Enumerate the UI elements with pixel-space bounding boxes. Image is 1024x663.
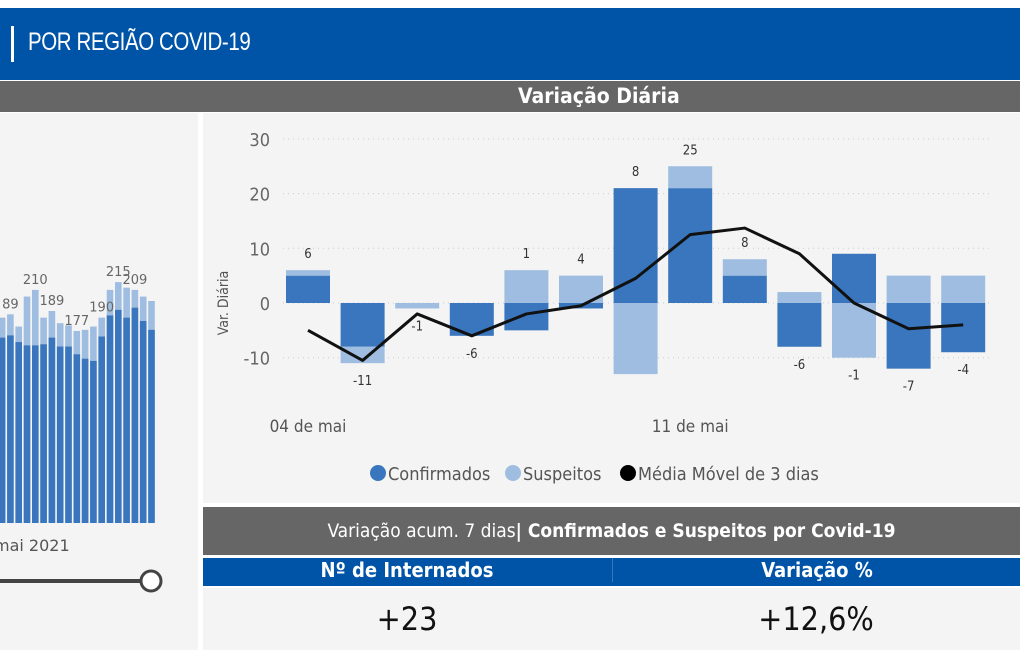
left-bar-confirmados <box>98 336 105 523</box>
bar-confirmados <box>722 275 767 303</box>
data-label: -1 <box>411 319 423 334</box>
bar-confirmados <box>832 253 876 303</box>
bar-suspeitos <box>886 275 931 303</box>
bar-suspeitos <box>668 166 713 189</box>
x-tick-label: 04 de mai <box>270 417 347 437</box>
bar-confirmados <box>340 303 385 347</box>
legend-marker-icon[interactable] <box>505 465 521 481</box>
left-bar-confirmados <box>56 346 64 523</box>
left-data-label: 210 <box>23 273 48 288</box>
y-tick-label: 20 <box>249 185 270 206</box>
summary-title-prefix: Variação acum. 7 dias <box>327 520 516 542</box>
section-header: Variação Diária <box>0 81 1020 112</box>
summary-values: +23 +12,6% <box>203 588 1020 650</box>
data-label: 6 <box>304 247 311 262</box>
left-data-label: 209 <box>122 273 147 288</box>
bar-confirmados <box>504 303 549 331</box>
bar-suspeitos <box>613 303 658 375</box>
left-bar-confirmados <box>106 315 114 523</box>
bar-suspeitos <box>395 303 440 309</box>
data-label: 8 <box>741 236 748 251</box>
left-bar-confirmados <box>81 358 89 523</box>
left-bar-confirmados <box>15 342 22 523</box>
bar-confirmados <box>777 303 822 347</box>
left-bar-confirmados <box>90 360 97 523</box>
y-tick-label: 0 <box>260 294 270 315</box>
left-data-label: 215 <box>106 265 131 280</box>
legend-marker-icon[interactable] <box>620 465 636 481</box>
page-title: POR REGIÃO COVID-19 <box>28 28 251 56</box>
left-bar-confirmados <box>48 337 56 523</box>
value-internados: +23 <box>376 600 438 638</box>
y-tick-label: -10 <box>244 349 270 370</box>
left-bar-confirmados <box>73 354 81 523</box>
column-variacao: Variação % <box>612 558 1021 582</box>
daily-variation-panel <box>203 113 1020 503</box>
report-header: POR REGIÃO COVID-19 <box>0 8 1020 80</box>
summary-columns: Nº de Internados Variação % <box>203 558 1020 586</box>
data-label: -6 <box>794 358 806 373</box>
data-label: -6 <box>466 347 478 362</box>
section-title: Variação Diária <box>518 84 680 108</box>
left-bar-confirmados <box>40 344 47 523</box>
legend-item: Confirmados <box>388 464 490 485</box>
legend-marker-icon[interactable] <box>370 465 386 481</box>
bar-suspeitos <box>504 270 549 303</box>
legend-item: Suspeitos <box>523 464 601 485</box>
left-bar-confirmados <box>148 329 155 523</box>
bar-suspeitos <box>941 275 986 303</box>
left-bar-confirmados <box>7 335 14 523</box>
summary-header: Variação acum. 7 dias| Confirmados e Sus… <box>203 507 1020 555</box>
bar-suspeitos <box>777 292 822 303</box>
left-bar-confirmados <box>131 307 139 523</box>
y-axis-label: Var. Diária <box>216 271 232 335</box>
bar-suspeitos <box>832 303 876 358</box>
moving-average-line <box>307 226 964 362</box>
legend-item: Média Móvel de 3 dias <box>638 464 819 485</box>
value-variacao: +12,6% <box>758 600 874 638</box>
data-label: -1 <box>848 369 860 384</box>
left-bar-confirmados <box>123 317 130 523</box>
y-tick-label: 30 <box>249 130 270 151</box>
left-data-label: 190 <box>89 301 114 316</box>
header-divider <box>11 26 14 62</box>
bar-confirmados <box>286 275 330 303</box>
data-label: 8 <box>632 165 639 180</box>
left-bar-confirmados <box>0 337 6 523</box>
left-data-label: 189 <box>39 294 64 309</box>
summary-title-bold: | Confirmados e Suspeitos por Covid-19 <box>515 520 896 542</box>
left-bar-confirmados <box>139 320 147 523</box>
data-label: -4 <box>957 363 969 378</box>
left-bar-confirmados <box>32 345 39 523</box>
data-label: -11 <box>353 374 372 389</box>
data-label: 1 <box>523 247 530 262</box>
data-label: 25 <box>683 143 698 158</box>
y-tick-label: 10 <box>249 239 270 260</box>
data-label: -7 <box>903 380 915 395</box>
left-data-label: 177 <box>64 314 89 329</box>
data-label: 4 <box>577 253 584 268</box>
bar-confirmados <box>886 303 931 369</box>
left-data-label: 89 <box>2 297 19 312</box>
left-bar-confirmados <box>65 346 72 523</box>
left-axis-label: mai 2021 <box>0 536 70 555</box>
bar-suspeitos <box>722 259 767 276</box>
x-tick-label: 11 de mai <box>652 417 729 437</box>
bar-confirmados <box>613 188 658 303</box>
bar-suspeitos <box>286 270 330 276</box>
column-internados: Nº de Internados <box>320 558 494 582</box>
slider-handle[interactable] <box>139 569 163 593</box>
left-bar-confirmados <box>115 309 122 523</box>
left-bar-confirmados <box>23 345 31 523</box>
bar-confirmados <box>941 303 986 353</box>
